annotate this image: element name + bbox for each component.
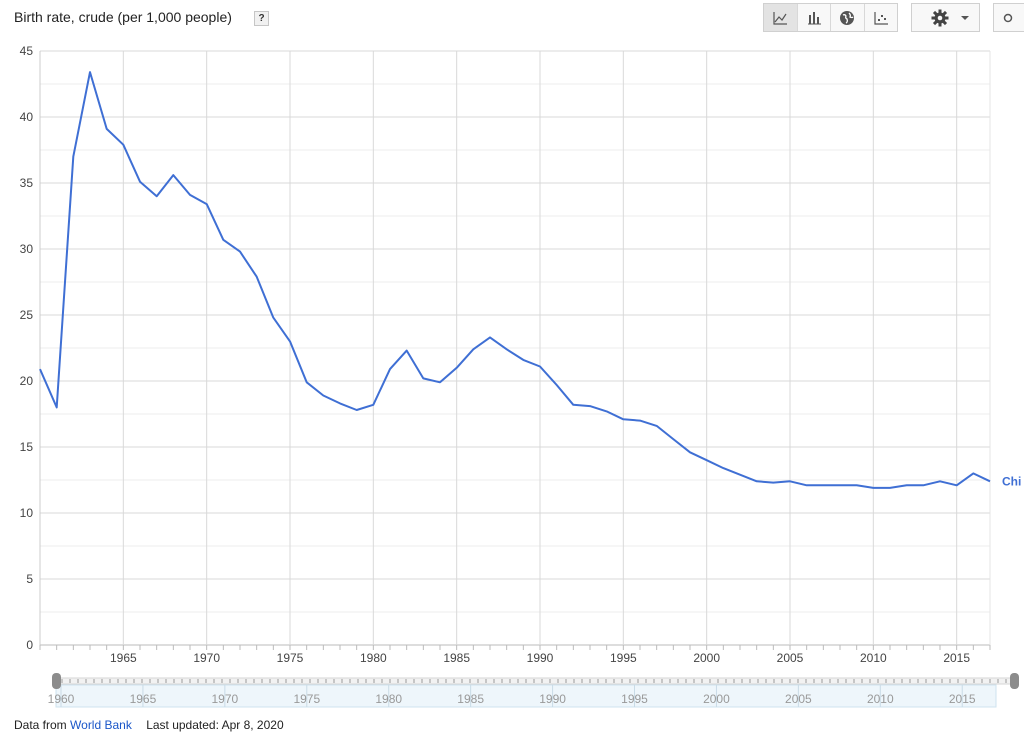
series-label: Chi <box>1002 474 1021 488</box>
y-axis: 0 5 10 15 20 25 30 35 40 45 <box>20 44 34 652</box>
x-tick-label: 1995 <box>610 651 637 665</box>
x-axis: 1965 1970 1975 1980 1985 1990 1995 2000 2005 2010… <box>110 651 970 665</box>
y-tick-label: 30 <box>20 242 34 256</box>
slider-tick-label: 2010 <box>867 692 894 706</box>
y-tick-label: 5 <box>26 572 33 586</box>
slider-left-handle[interactable] <box>52 673 61 689</box>
chart-type-toolbar <box>763 3 898 32</box>
slider-track <box>55 677 1017 685</box>
slider-right-handle[interactable] <box>1010 673 1019 689</box>
gear-icon <box>931 9 949 26</box>
x-tick-label: 2000 <box>693 651 720 665</box>
y-tick-label: 0 <box>26 638 33 652</box>
x-tick-label: 1975 <box>277 651 304 665</box>
slider-tick-label: 1995 <box>621 692 648 706</box>
y-tick-label: 15 <box>20 440 34 454</box>
y-tick-label: 10 <box>20 506 34 520</box>
series-layer: Chi <box>39 71 1021 489</box>
slider-tick-label: 1985 <box>457 692 484 706</box>
y-tick-label: 25 <box>20 308 34 322</box>
slider-tick-label: 1965 <box>130 692 157 706</box>
chart-title: Birth rate, crude (per 1,000 people) <box>14 9 232 25</box>
x-tick-label: 1985 <box>443 651 470 665</box>
slider-tick-label: 1960 <box>48 692 75 706</box>
y-tick-label: 40 <box>20 110 34 124</box>
y-tick-label: 35 <box>20 176 34 190</box>
y-tick-label: 20 <box>20 374 34 388</box>
y-tick-label: 45 <box>20 44 34 58</box>
help-button[interactable]: ? <box>254 11 269 26</box>
scatter-chart-icon <box>874 11 888 25</box>
x-tick-label: 1990 <box>527 651 554 665</box>
bar-chart-icon <box>807 11 821 24</box>
line-chart-icon <box>773 11 788 25</box>
world-bank-link[interactable]: World Bank <box>70 718 132 732</box>
globe-map-icon <box>840 10 855 25</box>
range-slider[interactable]: 1960 1965 1970 1975 1980 1985 1990 1995 2000 2005… <box>48 673 1019 708</box>
share-button[interactable] <box>993 3 1024 32</box>
bar-chart-button[interactable] <box>798 4 831 31</box>
settings-button[interactable] <box>911 3 980 32</box>
x-tick-label: 2010 <box>860 651 887 665</box>
x-tick-label: 1970 <box>193 651 220 665</box>
scatter-chart-button[interactable] <box>865 4 898 31</box>
map-button[interactable] <box>831 4 865 31</box>
grid-lines <box>39 50 991 650</box>
x-tick-label: 2015 <box>943 651 970 665</box>
slider-tick-label: 1975 <box>293 692 320 706</box>
series-line <box>39 71 991 489</box>
chevron-down-icon <box>961 15 969 20</box>
slider-tick-label: 2005 <box>785 692 812 706</box>
x-tick-label: 1965 <box>110 651 137 665</box>
source-prefix: Data from <box>14 718 67 732</box>
footer: Data from World Bank Last updated: Apr 8… <box>14 718 284 732</box>
slider-range <box>55 684 997 708</box>
slider-tick-label: 1980 <box>375 692 402 706</box>
x-tick-label: 1980 <box>360 651 387 665</box>
slider-tick-label: 2000 <box>703 692 730 706</box>
slider-tick-label: 2015 <box>949 692 976 706</box>
slider-tick-label: 1970 <box>212 692 239 706</box>
share-icon <box>1003 13 1013 23</box>
slider-tick-label: 1990 <box>539 692 566 706</box>
last-updated: Last updated: Apr 8, 2020 <box>146 718 284 732</box>
x-tick-label: 2005 <box>777 651 804 665</box>
line-chart-button[interactable] <box>764 4 798 31</box>
